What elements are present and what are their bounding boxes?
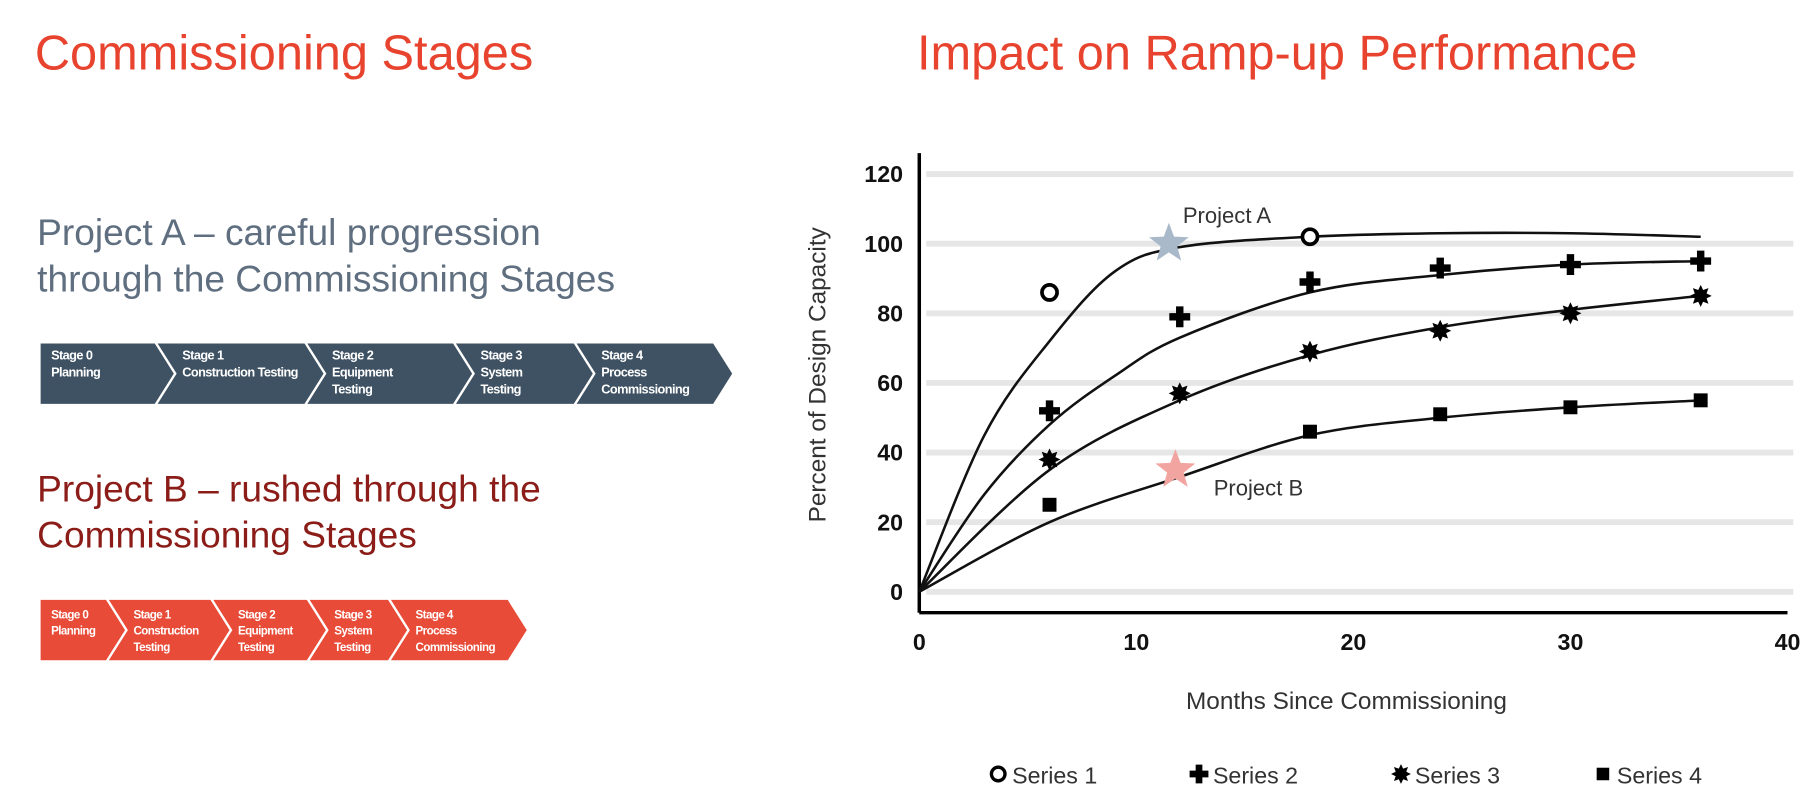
marker-star — [1559, 302, 1582, 325]
stage-chevron — [572, 341, 735, 407]
y-axis-label: Percent of Design Capacity — [804, 226, 831, 522]
stage-number: Stage 4 — [601, 348, 644, 363]
marker-plus — [1299, 271, 1321, 293]
x-axis-label: Months Since Commissioning — [1186, 688, 1507, 715]
marker-plus — [1039, 400, 1060, 422]
stage-number: Stage 3 — [334, 608, 372, 621]
stage-number: Stage 2 — [332, 348, 374, 363]
y-tick-label: 0 — [890, 579, 903, 605]
trend-line — [918, 231, 1701, 593]
stage-name: Commissioning — [601, 381, 689, 396]
marker-circle — [1040, 283, 1059, 302]
x-tick-label: 10 — [1123, 629, 1149, 655]
stage-number: Stage 2 — [238, 608, 275, 621]
stage-name: Testing — [332, 381, 372, 396]
stage-name: Commissioning — [416, 641, 496, 654]
stage-name: System — [481, 365, 523, 380]
stage-number: Stage 3 — [481, 348, 523, 363]
marker-plus — [1189, 764, 1209, 784]
marker-star — [1038, 448, 1061, 471]
x-tick-label: 40 — [1775, 629, 1801, 655]
stage-name: Testing — [334, 641, 371, 654]
annotation-star — [1155, 449, 1196, 487]
marker-square — [1042, 497, 1057, 512]
trend-line — [918, 294, 1701, 593]
y-tick-label: 20 — [877, 509, 903, 535]
stage-name: Construction — [133, 625, 199, 638]
marker-square — [1563, 400, 1578, 415]
marker-star — [1168, 382, 1191, 405]
marker-star — [1391, 764, 1411, 784]
project-heading: through the Commissioning Stages — [37, 257, 615, 299]
trend-line — [918, 259, 1701, 593]
stage-chevron — [451, 341, 596, 407]
chart-title: Impact on Ramp-up Performance — [917, 27, 1638, 81]
marker-square — [1433, 407, 1448, 422]
marker-square — [1693, 393, 1708, 408]
stage-name: Process — [601, 365, 647, 380]
left-title: Commissioning Stages — [35, 27, 533, 81]
marker-star — [1689, 284, 1712, 307]
project-heading: Project A – careful progression — [37, 211, 541, 253]
marker-star — [1429, 319, 1452, 342]
marker-plus — [1560, 254, 1581, 276]
stage-name: Planning — [51, 625, 96, 638]
stage-name: Equipment — [238, 625, 293, 638]
stage-number: Stage 1 — [182, 348, 224, 363]
marker-circle — [989, 765, 1007, 783]
marker-square — [1596, 767, 1610, 781]
marker-square — [1303, 424, 1317, 439]
project-heading: Commissioning Stages — [37, 514, 417, 556]
marker-plus — [1690, 250, 1712, 272]
stage-number: Stage 0 — [51, 608, 88, 621]
x-tick-label: 30 — [1558, 629, 1584, 655]
stage-name: Testing — [238, 641, 275, 654]
stage-name: Process — [416, 625, 457, 638]
y-tick-label: 40 — [877, 440, 903, 466]
marker-circle — [1300, 227, 1320, 247]
y-tick-label: 60 — [877, 370, 903, 396]
marker-plus — [1429, 257, 1451, 279]
stage-name: Testing — [481, 381, 521, 396]
annotation-label: Project B — [1214, 475, 1303, 500]
annotation-star — [1149, 222, 1189, 261]
stage-name: Planning — [51, 365, 100, 380]
stage-name: Construction Testing — [182, 365, 298, 380]
stage-name: Equipment — [332, 365, 394, 380]
stage-number: Stage 1 — [133, 608, 171, 621]
y-tick-label: 120 — [864, 161, 903, 187]
stage-name: Testing — [133, 641, 170, 654]
stage-chevron — [386, 597, 530, 663]
marker-plus — [1169, 306, 1191, 328]
project-heading: Project B – rushed through the — [37, 467, 541, 509]
legend-label: Series 1 — [1012, 762, 1097, 788]
x-tick-label: 20 — [1340, 629, 1366, 655]
stage-number: Stage 4 — [416, 608, 454, 621]
stage-name: System — [334, 625, 372, 638]
legend-label: Series 3 — [1415, 762, 1500, 788]
y-tick-label: 100 — [864, 231, 903, 257]
stage-number: Stage 0 — [51, 348, 93, 363]
legend-label: Series 4 — [1617, 762, 1702, 788]
annotation-label: Project A — [1183, 203, 1272, 228]
x-tick-label: 0 — [913, 629, 926, 655]
y-tick-label: 80 — [877, 300, 903, 326]
legend-label: Series 2 — [1213, 762, 1298, 788]
marker-star — [1298, 340, 1322, 363]
